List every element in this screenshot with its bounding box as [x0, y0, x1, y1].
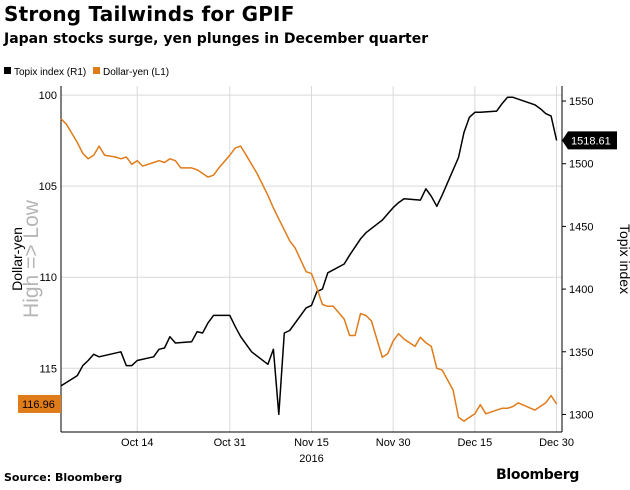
right-tick-label: 1400	[569, 284, 593, 296]
x-tick-label: Dec 15	[457, 437, 492, 449]
left-axis-title: Dollar-yen	[9, 227, 25, 291]
right-axis-title: Topix index	[617, 224, 630, 294]
right-tick-label: 1550	[569, 96, 593, 108]
left-tick-label: 115	[39, 363, 57, 375]
gridlines	[61, 86, 562, 432]
left-tick-label: 105	[39, 181, 57, 193]
bloomberg-logo: Bloomberg	[496, 467, 580, 483]
x-year-label: 2016	[299, 453, 323, 465]
legend-label-topix: Topix index (R1)	[14, 67, 86, 78]
usdjpy-line	[60, 118, 558, 422]
left-tick-label: 100	[39, 90, 57, 102]
legend-swatch-usdjpy	[93, 67, 100, 74]
topix-last-value-label: 1518.61	[571, 135, 611, 147]
topix-last-value-box	[562, 131, 617, 150]
usdjpy-last-value-tag: 116.96	[18, 394, 61, 413]
right-tick-label: 1500	[569, 159, 593, 171]
left-axis-direction-note: High => Low	[20, 199, 43, 318]
chart-title: Strong Tailwinds for GPIF	[4, 2, 295, 26]
x-tick-label: Nov 15	[294, 437, 329, 449]
axis-labels: 100 105 110 115 Oct 14 Oct 31 Nov 15 Nov 30 Dec …	[9, 90, 630, 465]
series-lines	[60, 96, 558, 422]
x-tick-label: Oct 31	[214, 437, 246, 449]
legend-label-usdjpy: Dollar-yen (L1)	[103, 67, 169, 78]
legend-swatch-topix	[4, 67, 11, 74]
x-tick-label: Dec 30	[539, 437, 574, 449]
usdjpy-last-value-box	[18, 394, 61, 413]
x-tick-label: Oct 14	[121, 437, 153, 449]
right-tick-label: 1300	[569, 409, 593, 421]
usdjpy-last-value-label: 116.96	[22, 399, 55, 411]
left-tick-label: 110	[39, 272, 57, 284]
topix-last-value-tag: 1518.61	[562, 131, 617, 150]
x-tick-label: Nov 30	[376, 437, 411, 449]
source-note: Source: Bloomberg	[4, 471, 123, 484]
right-tick-label: 1350	[569, 347, 593, 359]
right-tick-label: 1450	[569, 221, 593, 233]
topix-line	[60, 96, 558, 416]
axes	[60, 86, 566, 433]
legend: Topix index (R1) Dollar-yen (L1)	[4, 67, 169, 78]
chart-subtitle: Japan stocks surge, yen plunges in Decem…	[4, 31, 429, 47]
